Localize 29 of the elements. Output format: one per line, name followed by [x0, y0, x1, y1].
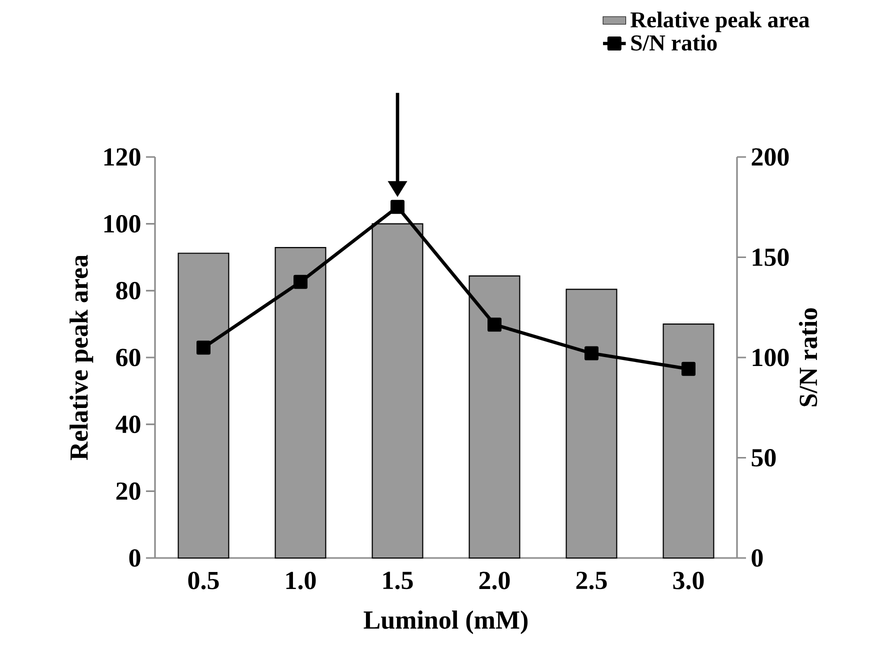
x-axis-title: Luminol (mM) — [364, 610, 528, 634]
legend-label: S/N ratio — [631, 34, 717, 51]
y-tick-label: 20 — [116, 482, 140, 500]
y-tick-label: 100 — [104, 215, 140, 233]
y2-tick-label: 50 — [752, 448, 776, 467]
y2-tick-label: 200 — [752, 148, 789, 166]
y2-tick-label: 150 — [752, 248, 789, 266]
point — [682, 362, 696, 376]
point — [294, 274, 308, 289]
x-tick-label: 2.5 — [576, 572, 607, 590]
y-tick-label: 0 — [129, 549, 140, 567]
point — [196, 340, 211, 355]
y2-tick-label: 0 — [752, 549, 763, 567]
y-tick-label: 80 — [116, 282, 140, 300]
y-tick-label: 120 — [104, 148, 140, 166]
point — [584, 346, 599, 360]
y-tick-label: 60 — [116, 348, 140, 366]
x-tick-label: 1.0 — [286, 572, 316, 590]
x-tick-label: 0.5 — [188, 572, 219, 590]
x-tick-label: 2.0 — [479, 572, 510, 590]
x-tick-label: 3.0 — [673, 572, 704, 590]
legend-label: Relative peak area — [630, 12, 810, 32]
y-axis-title: Relative peak area — [70, 254, 94, 460]
x-tick-label: 1.5 — [383, 572, 413, 590]
point — [488, 318, 502, 332]
y2-tick-label: 100 — [752, 348, 789, 366]
y2-axis-title: S/N ratio — [798, 308, 818, 406]
y-tick-label: 40 — [116, 416, 140, 434]
point — [390, 200, 405, 214]
